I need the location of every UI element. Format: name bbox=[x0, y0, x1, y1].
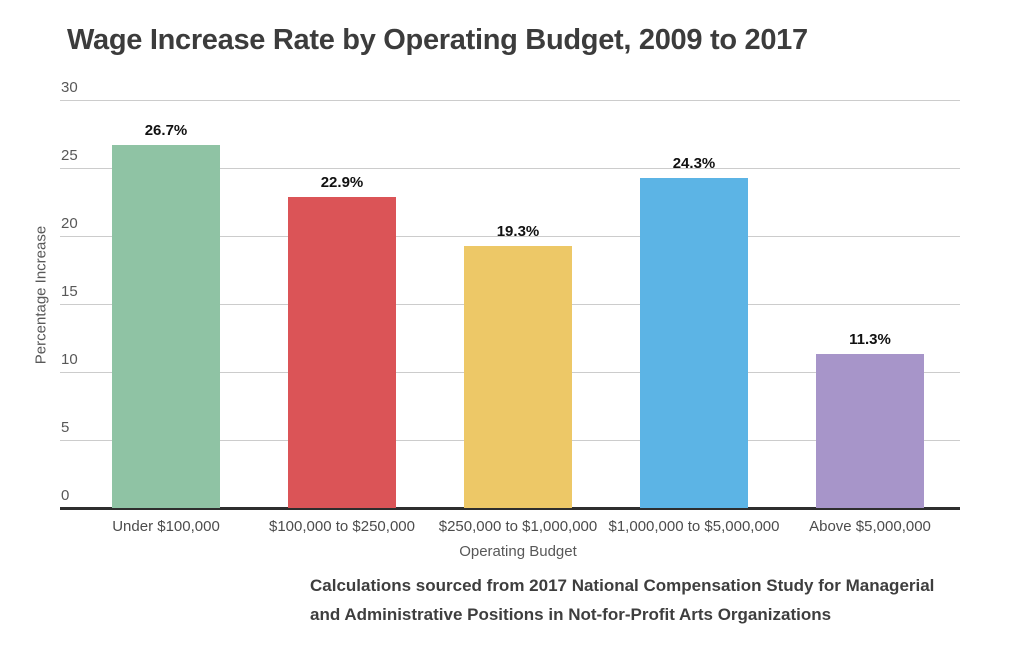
y-tick-label: 5 bbox=[61, 419, 70, 436]
x-axis-baseline bbox=[60, 507, 960, 510]
y-tick-label: 10 bbox=[61, 351, 78, 368]
source-note-line-1: Calculations sourced from 2017 National … bbox=[310, 576, 935, 595]
gridline bbox=[60, 100, 960, 101]
chart-title: Wage Increase Rate by Operating Budget, … bbox=[67, 24, 808, 56]
bar bbox=[640, 177, 748, 508]
y-tick-label: 15 bbox=[61, 283, 78, 300]
x-axis-title: Operating Budget bbox=[459, 543, 577, 560]
bar-value-label: 19.3% bbox=[496, 222, 540, 240]
gridline bbox=[60, 168, 960, 169]
bar-value-label: 26.7% bbox=[144, 121, 188, 139]
category-label: $1,000,000 to $5,000,000 bbox=[608, 518, 780, 535]
bar bbox=[112, 144, 220, 508]
bar-value-label: 22.9% bbox=[320, 173, 364, 191]
y-axis-title: Percentage Increase bbox=[32, 225, 50, 365]
category-label: Under $100,000 bbox=[112, 518, 220, 535]
bar-value-label: 24.3% bbox=[672, 154, 716, 172]
bar bbox=[816, 354, 924, 508]
source-note-line-2: and Administrative Positions in Not-for-… bbox=[310, 605, 832, 624]
y-tick-label: 30 bbox=[61, 79, 78, 96]
bar bbox=[288, 196, 396, 508]
category-label: Above $5,000,000 bbox=[809, 518, 931, 535]
y-tick-label: 0 bbox=[61, 487, 70, 504]
y-tick-label: 20 bbox=[61, 215, 78, 232]
category-label: $100,000 to $250,000 bbox=[269, 518, 415, 535]
bar-value-label: 11.3% bbox=[849, 331, 891, 349]
bar bbox=[464, 245, 572, 508]
y-tick-label: 25 bbox=[61, 147, 78, 164]
gridline bbox=[60, 236, 960, 237]
category-label: $250,000 to $1,000,000 bbox=[438, 518, 598, 535]
source-note: Calculations sourced from 2017 National … bbox=[310, 571, 990, 629]
